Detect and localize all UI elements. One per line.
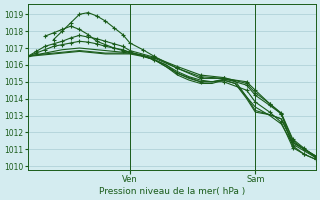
X-axis label: Pression niveau de la mer( hPa ): Pression niveau de la mer( hPa ): [99, 187, 245, 196]
